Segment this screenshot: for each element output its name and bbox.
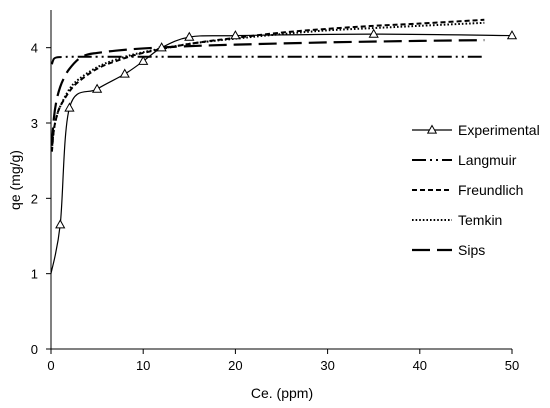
axes-layer <box>50 10 512 350</box>
series-line-temkin <box>50 21 485 150</box>
legend-label-experimental: Experimental <box>458 122 540 138</box>
x-tick-label-5: 50 <box>505 358 519 373</box>
legend-label-sips: Sips <box>458 242 485 258</box>
legend-label-freundlich: Freundlich <box>458 182 523 198</box>
series-line-langmuir <box>50 55 485 65</box>
data-point-experimental-9 <box>368 28 379 38</box>
series-temkin <box>50 21 485 150</box>
x-axis-title: Ce. (ppm) <box>251 385 313 401</box>
legend-label-temkin: Temkin <box>458 212 502 228</box>
data-point-experimental-6 <box>156 42 167 52</box>
legend-label-langmuir: Langmuir <box>458 152 517 168</box>
x-tick-label-4: 40 <box>413 358 427 373</box>
legend: Experimental Langmuir Freundlich Temkin Sips <box>412 122 540 258</box>
data-point-experimental-1 <box>55 219 66 229</box>
ticks-layer: 0 10 20 30 40 50 0 1 2 3 4 <box>31 41 519 373</box>
series-sips <box>50 39 485 146</box>
data-point-experimental-10 <box>506 30 518 40</box>
legend-item-experimental: Experimental <box>412 122 540 138</box>
data-point-experimental-2 <box>64 102 75 112</box>
y-tick-label-3: 3 <box>31 116 38 131</box>
legend-item-freundlich: Freundlich <box>412 182 523 198</box>
series-line-experimental <box>50 33 513 274</box>
y-tick-label-1: 1 <box>31 267 38 282</box>
legend-item-temkin: Temkin <box>412 212 502 228</box>
y-tick-label-0: 0 <box>31 342 38 357</box>
data-point-experimental-8 <box>230 30 241 40</box>
series-freundlich <box>50 18 485 152</box>
legend-item-langmuir: Langmuir <box>412 152 517 168</box>
series-layer <box>50 18 518 274</box>
y-axis-title: qe (mg/g) <box>7 150 23 210</box>
y-tick-label-2: 2 <box>31 191 38 206</box>
data-point-experimental-3 <box>91 83 103 93</box>
series-experimental <box>50 28 518 274</box>
legend-item-sips: Sips <box>412 242 485 258</box>
data-point-experimental-4 <box>119 68 130 78</box>
legend-marker-experimental <box>426 124 438 134</box>
data-point-experimental-5 <box>138 55 149 65</box>
x-tick-label-1: 10 <box>136 358 150 373</box>
x-tick-label-3: 30 <box>320 358 334 373</box>
series-line-sips <box>50 39 485 146</box>
series-line-freundlich <box>50 18 485 152</box>
data-point-experimental-7 <box>184 31 195 41</box>
x-tick-label-2: 20 <box>228 358 242 373</box>
series-langmuir <box>50 55 485 65</box>
y-tick-label-4: 4 <box>31 41 38 56</box>
x-tick-label-0: 0 <box>47 358 54 373</box>
